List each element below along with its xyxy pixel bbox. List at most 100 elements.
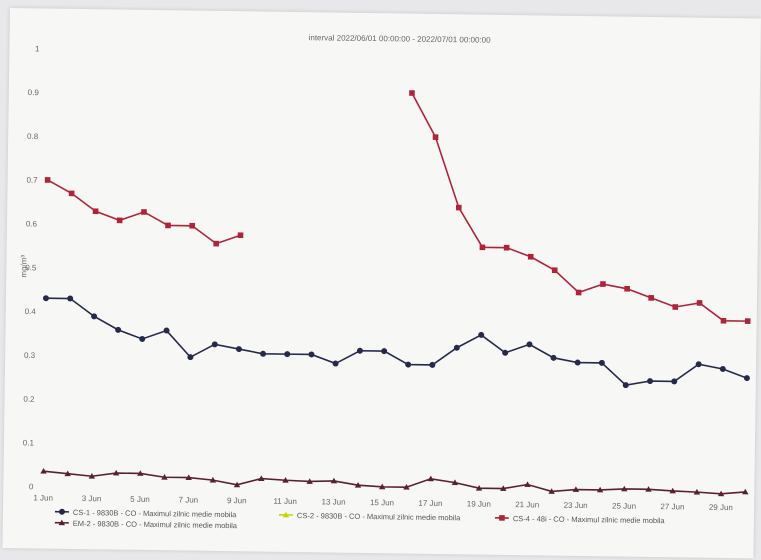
data-point — [743, 375, 750, 382]
data-point — [233, 481, 241, 488]
data-point — [696, 300, 703, 306]
data-point — [453, 344, 460, 351]
data-point — [356, 347, 363, 354]
x-tick-label: 9 Jun — [227, 496, 247, 505]
data-point — [596, 486, 604, 493]
data-point — [115, 326, 122, 333]
x-tick-label: 7 Jun — [179, 495, 199, 504]
x-tick-label: 1 Jun — [33, 493, 53, 502]
data-point — [475, 485, 483, 491]
data-point — [527, 253, 534, 260]
y-tick-label: 0.3 — [24, 351, 36, 360]
data-point — [717, 490, 725, 497]
data-point — [379, 483, 386, 490]
data-point — [671, 378, 678, 385]
data-point — [284, 351, 291, 358]
data-point — [432, 134, 439, 141]
data-point — [502, 349, 509, 356]
data-point — [42, 295, 49, 302]
data-point — [669, 487, 676, 494]
data-point — [163, 327, 170, 334]
legend-marker — [58, 519, 65, 526]
x-tick-label: 15 Jun — [370, 498, 394, 507]
x-tick-label: 21 Jun — [515, 500, 539, 509]
y-tick-label: 0.4 — [25, 307, 37, 316]
data-point — [308, 351, 315, 358]
data-point — [137, 470, 144, 476]
data-point — [621, 485, 628, 492]
legend-entry: EM-2 - 9830B - CO - Maximul zilnic medie… — [54, 519, 238, 530]
data-point — [213, 240, 220, 247]
series-1 — [42, 295, 750, 389]
data-point — [524, 481, 531, 487]
data-point — [235, 346, 242, 353]
data-point — [403, 484, 410, 490]
legend-marker — [499, 515, 505, 521]
data-point — [165, 222, 171, 229]
x-tick-label: 23 Jun — [564, 501, 588, 510]
data-point — [479, 244, 486, 251]
legend-label: CS-4 - 48i - CO - Maximul zilnic medie m… — [513, 514, 666, 525]
data-point — [719, 365, 726, 372]
series-line — [43, 470, 746, 495]
chart-title: interval 2022/06/01 00:00:00 - 2022/07/0… — [309, 33, 492, 45]
data-point — [332, 360, 339, 367]
y-tick-label: 0.9 — [28, 88, 40, 97]
data-point — [161, 474, 168, 480]
y-tick-label: 0.2 — [23, 395, 35, 404]
x-tick-label: 17 Jun — [418, 499, 442, 508]
data-point — [40, 467, 47, 474]
data-point — [91, 313, 98, 320]
data-point — [455, 204, 462, 211]
legend-marker — [58, 508, 65, 515]
data-point — [139, 335, 146, 342]
data-point — [258, 475, 265, 482]
data-point — [742, 488, 749, 495]
data-point — [503, 244, 510, 251]
data-point — [720, 317, 727, 324]
data-point — [211, 341, 218, 348]
data-point — [282, 477, 289, 483]
legend-label: EM-2 - 9830B - CO - Maximul zilnic medie… — [73, 519, 238, 530]
series-line — [45, 297, 748, 386]
data-point — [693, 488, 701, 495]
data-point — [551, 267, 558, 274]
y-tick-label: 0.8 — [27, 132, 39, 141]
data-point — [647, 378, 654, 385]
data-point — [451, 479, 459, 486]
legend-label: CS-2 - 9830B - CO - Maximul zilnic medie… — [297, 511, 461, 522]
y-axis-label: mg/m³ — [19, 254, 28, 277]
y-tick-label: 1 — [35, 44, 40, 53]
data-point — [112, 469, 120, 476]
data-point — [44, 177, 51, 183]
data-point — [88, 473, 96, 479]
data-point — [526, 341, 533, 348]
data-point — [68, 190, 75, 197]
legend-entry: CS-2 - 9830B - CO - Maximul zilnic medie… — [278, 511, 461, 522]
series-4 — [40, 467, 749, 497]
data-point — [478, 331, 485, 338]
data-point — [67, 295, 74, 302]
y-tick-label: 0 — [29, 482, 34, 491]
x-tick-label: 29 Jun — [709, 503, 733, 512]
legend-entry: CS-1 - 9830B - CO - Maximul zilnic medie… — [54, 508, 237, 519]
y-tick-label: 0.7 — [26, 176, 38, 185]
data-point — [209, 476, 217, 483]
data-point — [695, 361, 702, 368]
data-point — [64, 470, 71, 477]
chart-page: interval 2022/06/01 00:00:00 - 2022/07/0… — [2, 8, 761, 559]
data-point — [500, 485, 507, 491]
legend-label: CS-1 - 9830B - CO - Maximul zilnic medie… — [73, 508, 237, 519]
data-point — [405, 361, 412, 368]
data-point — [645, 486, 652, 492]
data-point — [141, 209, 147, 215]
data-point — [572, 486, 580, 493]
data-point — [92, 208, 99, 215]
data-point — [624, 285, 630, 292]
data-point — [306, 478, 313, 484]
data-point — [575, 289, 582, 296]
legend-marker — [282, 511, 290, 518]
data-point — [600, 281, 606, 287]
x-tick-label: 13 Jun — [322, 497, 346, 506]
x-tick-label: 5 Jun — [130, 495, 150, 504]
